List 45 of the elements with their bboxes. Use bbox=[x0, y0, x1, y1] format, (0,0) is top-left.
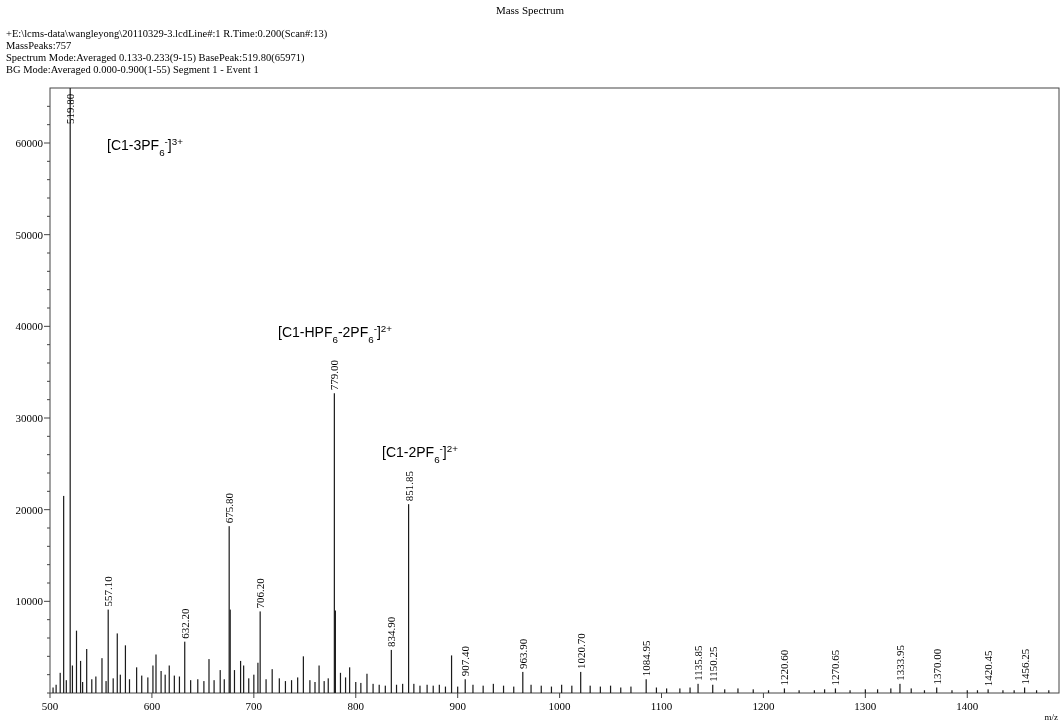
annotation: 675.80 bbox=[223, 492, 236, 524]
x-tick-label: 500 bbox=[41, 700, 59, 712]
y-tick-label: 10000 bbox=[15, 595, 44, 608]
annotation: 1333.95 bbox=[893, 644, 906, 681]
y-tick-label: 50000 bbox=[15, 228, 44, 241]
x-tick-label: 600 bbox=[143, 700, 161, 712]
x-tick-label: 1100 bbox=[650, 700, 673, 712]
text: Spectrum Mode:Averaged 0.133-0.233(9-15) BasePeak:519.80(65971) bbox=[6, 52, 305, 64]
x-tick-label: 1300 bbox=[854, 700, 877, 712]
y-tick-label: 30000 bbox=[15, 411, 44, 424]
annotation: 851.85 bbox=[402, 470, 415, 502]
chart-title: Mass Spectrum bbox=[495, 4, 565, 16]
annotation: 1135.85 bbox=[692, 644, 705, 681]
annotation: 632.20 bbox=[178, 607, 191, 639]
annotation: 1020.70 bbox=[574, 632, 587, 669]
annotation: 1270.65 bbox=[829, 649, 842, 686]
text: +E:\lcms-data\wangleyong\20110329-3.lcdLine#:1 R.Time:0.200(Scan#:13) bbox=[6, 28, 328, 40]
annotation: 519.80 bbox=[64, 93, 77, 124]
annotation: 1150.25 bbox=[706, 645, 719, 682]
text: BG Mode:Averaged 0.000-0.900(1-55) Segment 1 - Event 1 bbox=[6, 64, 259, 76]
annotation: 1456.25 bbox=[1018, 648, 1031, 685]
annotation: 1370.00 bbox=[930, 648, 943, 685]
y-tick-label: 60000 bbox=[15, 136, 44, 149]
x-tick-label: 1400 bbox=[956, 700, 979, 712]
x-tick-label: 1200 bbox=[752, 700, 775, 712]
y-tick-label: 20000 bbox=[15, 503, 44, 516]
x-axis-title: m/z bbox=[1044, 712, 1058, 722]
annotation: [C1-3PF$_{6}$$^{-}$]$^{3+}$ bbox=[107, 135, 184, 158]
x-tick-label: 700 bbox=[245, 700, 263, 712]
annotation: [C1-2PF$_{6}$$^{-}$]$^{2+}$ bbox=[382, 442, 459, 465]
y-tick-label: 40000 bbox=[15, 320, 44, 333]
annotation: [C1-HPF$_{6}$-2PF$_{6}$$^{-}$]$^{2+}$ bbox=[278, 322, 393, 345]
x-tick-label: 1000 bbox=[548, 700, 572, 712]
annotation: 1220.60 bbox=[778, 649, 791, 686]
annotation: 907.40 bbox=[459, 645, 472, 677]
annotation: 1420.45 bbox=[982, 650, 995, 687]
x-tick-label: 800 bbox=[347, 700, 365, 712]
annotation: 557.10 bbox=[102, 575, 115, 607]
annotation: 1084.95 bbox=[640, 640, 653, 677]
x-tick-label: 900 bbox=[449, 700, 467, 712]
annotation: 834.90 bbox=[385, 616, 398, 647]
annotation: 779.00 bbox=[328, 359, 341, 391]
annotation: 963.90 bbox=[516, 638, 529, 669]
text: MassPeaks:757 bbox=[6, 40, 72, 51]
annotation: 706.20 bbox=[254, 577, 267, 609]
